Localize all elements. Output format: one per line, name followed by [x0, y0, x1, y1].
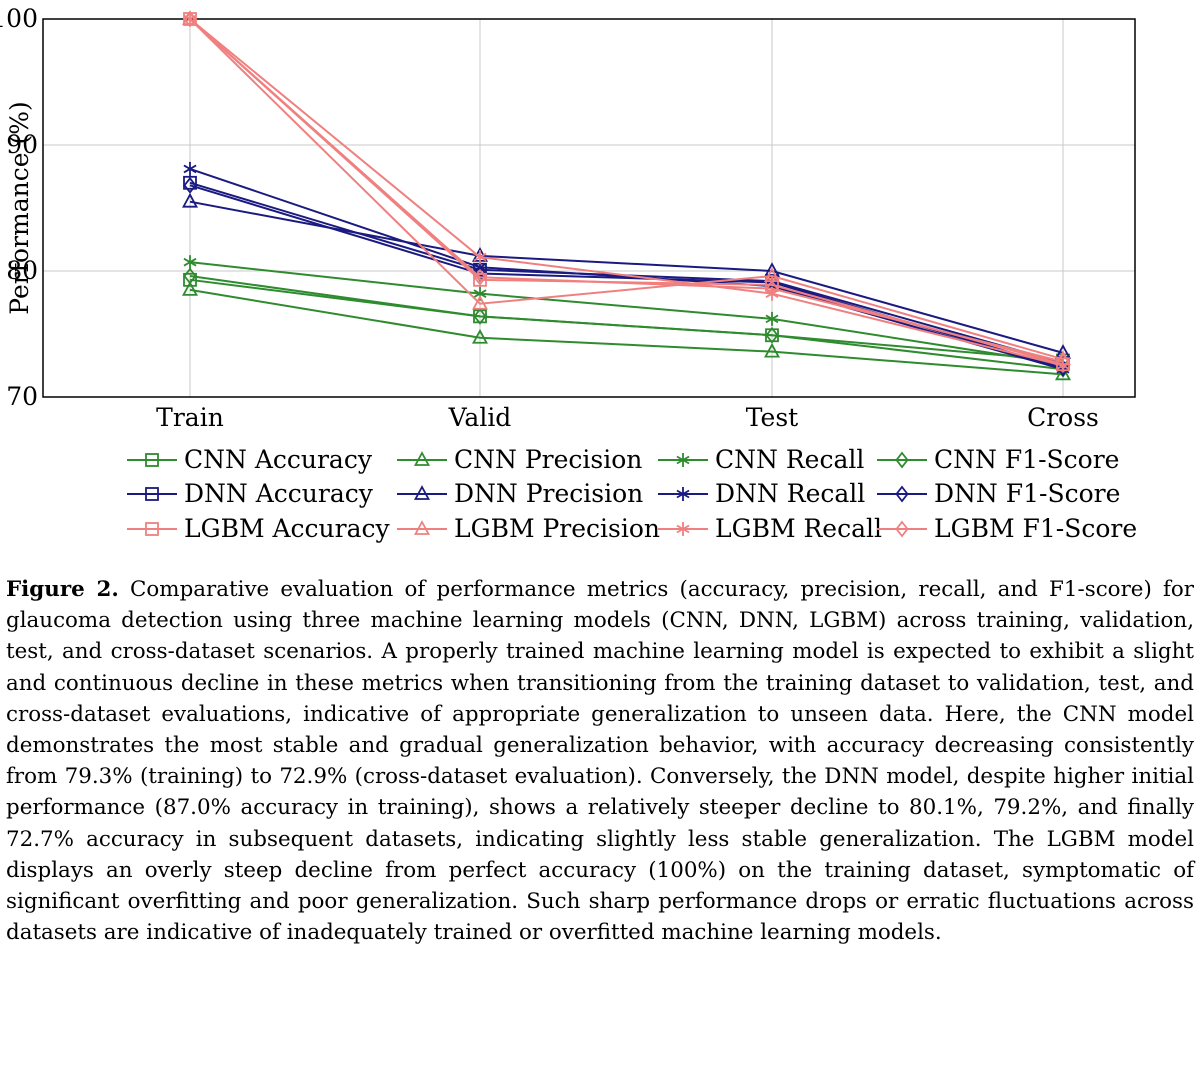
legend-item-dnn-recall: DNN Recall	[658, 479, 865, 508]
point-dnn-precision-train	[181, 192, 199, 208]
line-lgbm-f1-score	[189, 18, 1064, 363]
legend-marker-dnn-f1-score	[895, 485, 909, 503]
legend-item-lgbm-precision: LGBM Precision	[397, 514, 660, 543]
series-lgbm-recall	[183, 12, 1070, 373]
series-lgbm-f1-score	[183, 10, 1070, 371]
line-dnn-accuracy	[189, 181, 1064, 364]
line-lgbm-precision	[189, 18, 1064, 361]
legend-label-dnn-precision: DNN Precision	[454, 479, 643, 508]
legend-marker-cnn-precision	[413, 451, 431, 466]
legend-item-cnn-accuracy: CNN Accuracy	[127, 445, 373, 474]
line-cnn-f1-score	[189, 275, 1064, 371]
legend-item-dnn-precision: DNN Precision	[397, 479, 643, 508]
point-cnn-precision-test	[763, 342, 781, 358]
point-cnn-precision-valid	[471, 328, 489, 344]
y-tick-90: 90	[6, 130, 38, 159]
point-lgbm-f1-score-cross	[1056, 353, 1070, 371]
legend-marker-lgbm-recall	[676, 522, 690, 536]
point-lgbm-f1-score-test	[765, 280, 779, 298]
point-cnn-accuracy-train	[183, 272, 197, 287]
legend-label-cnn-accuracy: CNN Accuracy	[184, 445, 373, 474]
plot-frame	[42, 18, 1136, 398]
x-tick-valid: Valid	[448, 403, 512, 432]
line-chart: 70 80 90 100 Train Valid Test Cross Performanc…	[0, 4, 1137, 543]
legend-marker-dnn-recall	[676, 487, 690, 501]
line-cnn-accuracy	[189, 278, 1064, 362]
y-tick-labels: 70 80 90 100	[0, 4, 38, 411]
line-cnn-recall	[189, 261, 1064, 366]
legend-marker-dnn-precision	[413, 485, 431, 500]
legend-label-dnn-accuracy: DNN Accuracy	[184, 479, 374, 508]
point-lgbm-f1-score-valid	[473, 268, 487, 286]
line-dnn-recall	[189, 167, 1064, 371]
legend-marker-lgbm-f1-score	[895, 520, 909, 538]
point-dnn-accuracy-train	[183, 175, 197, 190]
legend-label-cnn-f1-score: CNN F1-Score	[934, 445, 1119, 474]
x-tick-test: Test	[746, 403, 798, 432]
legend-marker-lgbm-accuracy	[145, 522, 159, 536]
legend-item-lgbm-accuracy: LGBM Accuracy	[127, 514, 391, 543]
point-dnn-f1-score-train	[183, 176, 197, 194]
y-tick-100: 100	[0, 4, 38, 33]
legend-item-cnn-recall: CNN Recall	[658, 445, 864, 474]
point-lgbm-recall-valid	[473, 250, 487, 265]
figure-caption: Figure 2. Comparative evaluation of perf…	[6, 574, 1194, 948]
legend-label-lgbm-recall: LGBM Recall	[715, 514, 882, 543]
legend-marker-cnn-f1-score	[895, 451, 909, 469]
point-cnn-f1-score-valid	[473, 307, 487, 325]
legend-item-dnn-f1-score: DNN F1-Score	[877, 479, 1120, 508]
legend-item-lgbm-f1-score: LGBM F1-Score	[877, 514, 1137, 543]
point-lgbm-precision-valid	[471, 294, 489, 310]
x-tick-train: Train	[156, 403, 224, 432]
legend-label-lgbm-accuracy: LGBM Accuracy	[184, 514, 391, 543]
legend-marker-lgbm-precision	[413, 520, 431, 535]
point-cnn-recall-train	[183, 255, 197, 270]
line-cnn-precision	[189, 288, 1064, 376]
point-dnn-f1-score-cross	[1056, 359, 1070, 377]
y-tick-80: 80	[6, 256, 38, 285]
legend-item-cnn-precision: CNN Precision	[397, 445, 642, 474]
chart-legend: CNN Accuracy CNN Precision CNN Recall CNN F…	[127, 445, 1137, 543]
caption-text: Comparative evaluation of performance me…	[6, 577, 1194, 946]
legend-marker-dnn-accuracy	[145, 487, 159, 501]
legend-item-lgbm-recall: LGBM Recall	[658, 514, 882, 543]
chart-series	[181, 10, 1072, 381]
legend-label-lgbm-precision: LGBM Precision	[454, 514, 660, 543]
y-tick-70: 70	[6, 382, 38, 411]
legend-label-dnn-f1-score: DNN F1-Score	[934, 479, 1120, 508]
point-cnn-precision-train	[181, 281, 199, 296]
legend-label-lgbm-f1-score: LGBM F1-Score	[934, 514, 1137, 543]
caption-label: Figure 2.	[6, 577, 119, 602]
legend-label-cnn-precision: CNN Precision	[454, 445, 642, 474]
point-lgbm-f1-score-train	[183, 10, 197, 28]
point-cnn-recall-test	[765, 311, 779, 326]
x-tick-cross: Cross	[1027, 403, 1099, 432]
line-lgbm-recall	[189, 18, 1064, 367]
legend-item-dnn-accuracy: DNN Accuracy	[127, 479, 374, 508]
point-lgbm-accuracy-valid	[473, 272, 487, 287]
legend-item-cnn-f1-score: CNN F1-Score	[877, 445, 1119, 474]
series-dnn-accuracy	[183, 175, 1070, 370]
legend-label-cnn-recall: CNN Recall	[715, 445, 864, 474]
legend-marker-cnn-accuracy	[145, 453, 159, 467]
x-tick-labels: Train Valid Test Cross	[156, 403, 1099, 432]
point-cnn-f1-score-test	[765, 326, 779, 344]
y-axis-label: Performance (%)	[5, 101, 34, 314]
series-cnn-accuracy	[183, 272, 1070, 368]
legend-marker-cnn-recall	[676, 453, 690, 467]
point-cnn-f1-score-train	[183, 267, 197, 285]
point-dnn-recall-train	[183, 161, 197, 176]
legend-label-dnn-recall: DNN Recall	[715, 479, 865, 508]
